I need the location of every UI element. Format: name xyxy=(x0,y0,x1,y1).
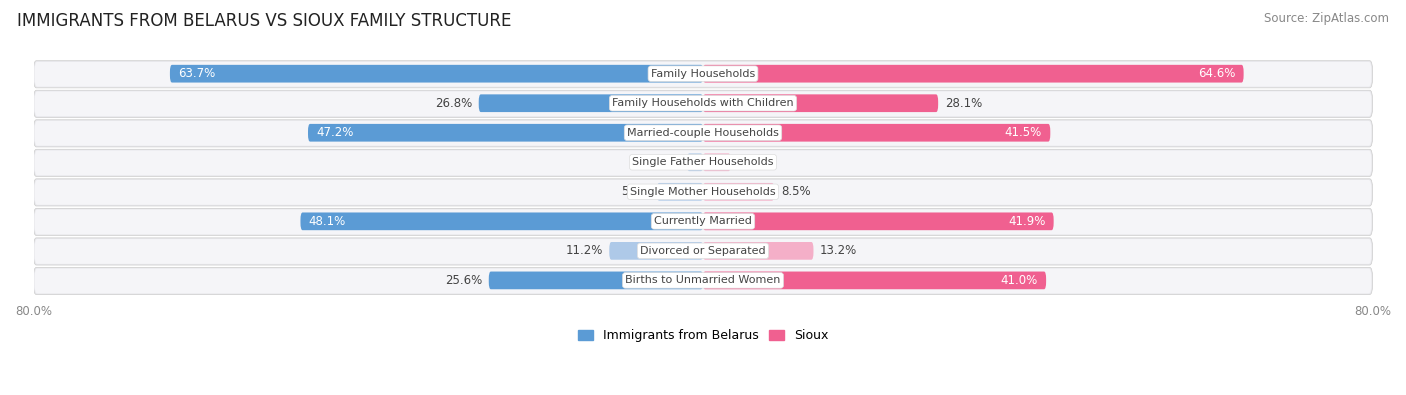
FancyBboxPatch shape xyxy=(301,213,703,230)
FancyBboxPatch shape xyxy=(34,179,1372,206)
Text: 5.5%: 5.5% xyxy=(620,185,651,198)
Text: 25.6%: 25.6% xyxy=(444,274,482,287)
Text: Divorced or Separated: Divorced or Separated xyxy=(640,246,766,256)
Text: Married-couple Households: Married-couple Households xyxy=(627,128,779,138)
Text: 47.2%: 47.2% xyxy=(316,126,354,139)
Text: 13.2%: 13.2% xyxy=(820,245,858,258)
Text: 41.5%: 41.5% xyxy=(1005,126,1042,139)
FancyBboxPatch shape xyxy=(34,90,1372,117)
FancyBboxPatch shape xyxy=(35,91,1371,116)
FancyBboxPatch shape xyxy=(703,271,1046,289)
Text: 8.5%: 8.5% xyxy=(780,185,810,198)
Legend: Immigrants from Belarus, Sioux: Immigrants from Belarus, Sioux xyxy=(572,324,834,347)
FancyBboxPatch shape xyxy=(34,120,1372,147)
Text: Source: ZipAtlas.com: Source: ZipAtlas.com xyxy=(1264,12,1389,25)
Text: Family Households: Family Households xyxy=(651,69,755,79)
Text: Single Mother Households: Single Mother Households xyxy=(630,187,776,197)
FancyBboxPatch shape xyxy=(34,238,1372,265)
FancyBboxPatch shape xyxy=(657,183,703,201)
Text: Births to Unmarried Women: Births to Unmarried Women xyxy=(626,275,780,286)
FancyBboxPatch shape xyxy=(703,124,1050,142)
FancyBboxPatch shape xyxy=(34,61,1372,88)
FancyBboxPatch shape xyxy=(170,65,703,83)
Text: 26.8%: 26.8% xyxy=(434,97,472,110)
Text: 63.7%: 63.7% xyxy=(179,67,215,80)
Text: 3.3%: 3.3% xyxy=(737,156,766,169)
Text: 1.9%: 1.9% xyxy=(651,156,681,169)
FancyBboxPatch shape xyxy=(703,94,938,112)
FancyBboxPatch shape xyxy=(35,121,1371,146)
FancyBboxPatch shape xyxy=(35,269,1371,293)
FancyBboxPatch shape xyxy=(35,209,1371,234)
FancyBboxPatch shape xyxy=(35,150,1371,175)
FancyBboxPatch shape xyxy=(703,65,1244,83)
FancyBboxPatch shape xyxy=(688,153,703,171)
Text: 48.1%: 48.1% xyxy=(309,215,346,228)
FancyBboxPatch shape xyxy=(35,62,1371,87)
FancyBboxPatch shape xyxy=(703,153,731,171)
FancyBboxPatch shape xyxy=(703,242,814,260)
Text: Single Father Households: Single Father Households xyxy=(633,157,773,167)
Text: Family Households with Children: Family Households with Children xyxy=(612,98,794,108)
FancyBboxPatch shape xyxy=(34,149,1372,177)
Text: 41.0%: 41.0% xyxy=(1001,274,1038,287)
FancyBboxPatch shape xyxy=(609,242,703,260)
Text: 28.1%: 28.1% xyxy=(945,97,983,110)
FancyBboxPatch shape xyxy=(703,213,1053,230)
FancyBboxPatch shape xyxy=(703,183,775,201)
FancyBboxPatch shape xyxy=(34,267,1372,295)
FancyBboxPatch shape xyxy=(35,180,1371,205)
Text: Currently Married: Currently Married xyxy=(654,216,752,226)
FancyBboxPatch shape xyxy=(489,271,703,289)
Text: IMMIGRANTS FROM BELARUS VS SIOUX FAMILY STRUCTURE: IMMIGRANTS FROM BELARUS VS SIOUX FAMILY … xyxy=(17,12,512,30)
Text: 11.2%: 11.2% xyxy=(565,245,603,258)
FancyBboxPatch shape xyxy=(478,94,703,112)
FancyBboxPatch shape xyxy=(35,239,1371,264)
Text: 64.6%: 64.6% xyxy=(1198,67,1236,80)
Text: 41.9%: 41.9% xyxy=(1008,215,1045,228)
FancyBboxPatch shape xyxy=(34,208,1372,235)
FancyBboxPatch shape xyxy=(308,124,703,142)
